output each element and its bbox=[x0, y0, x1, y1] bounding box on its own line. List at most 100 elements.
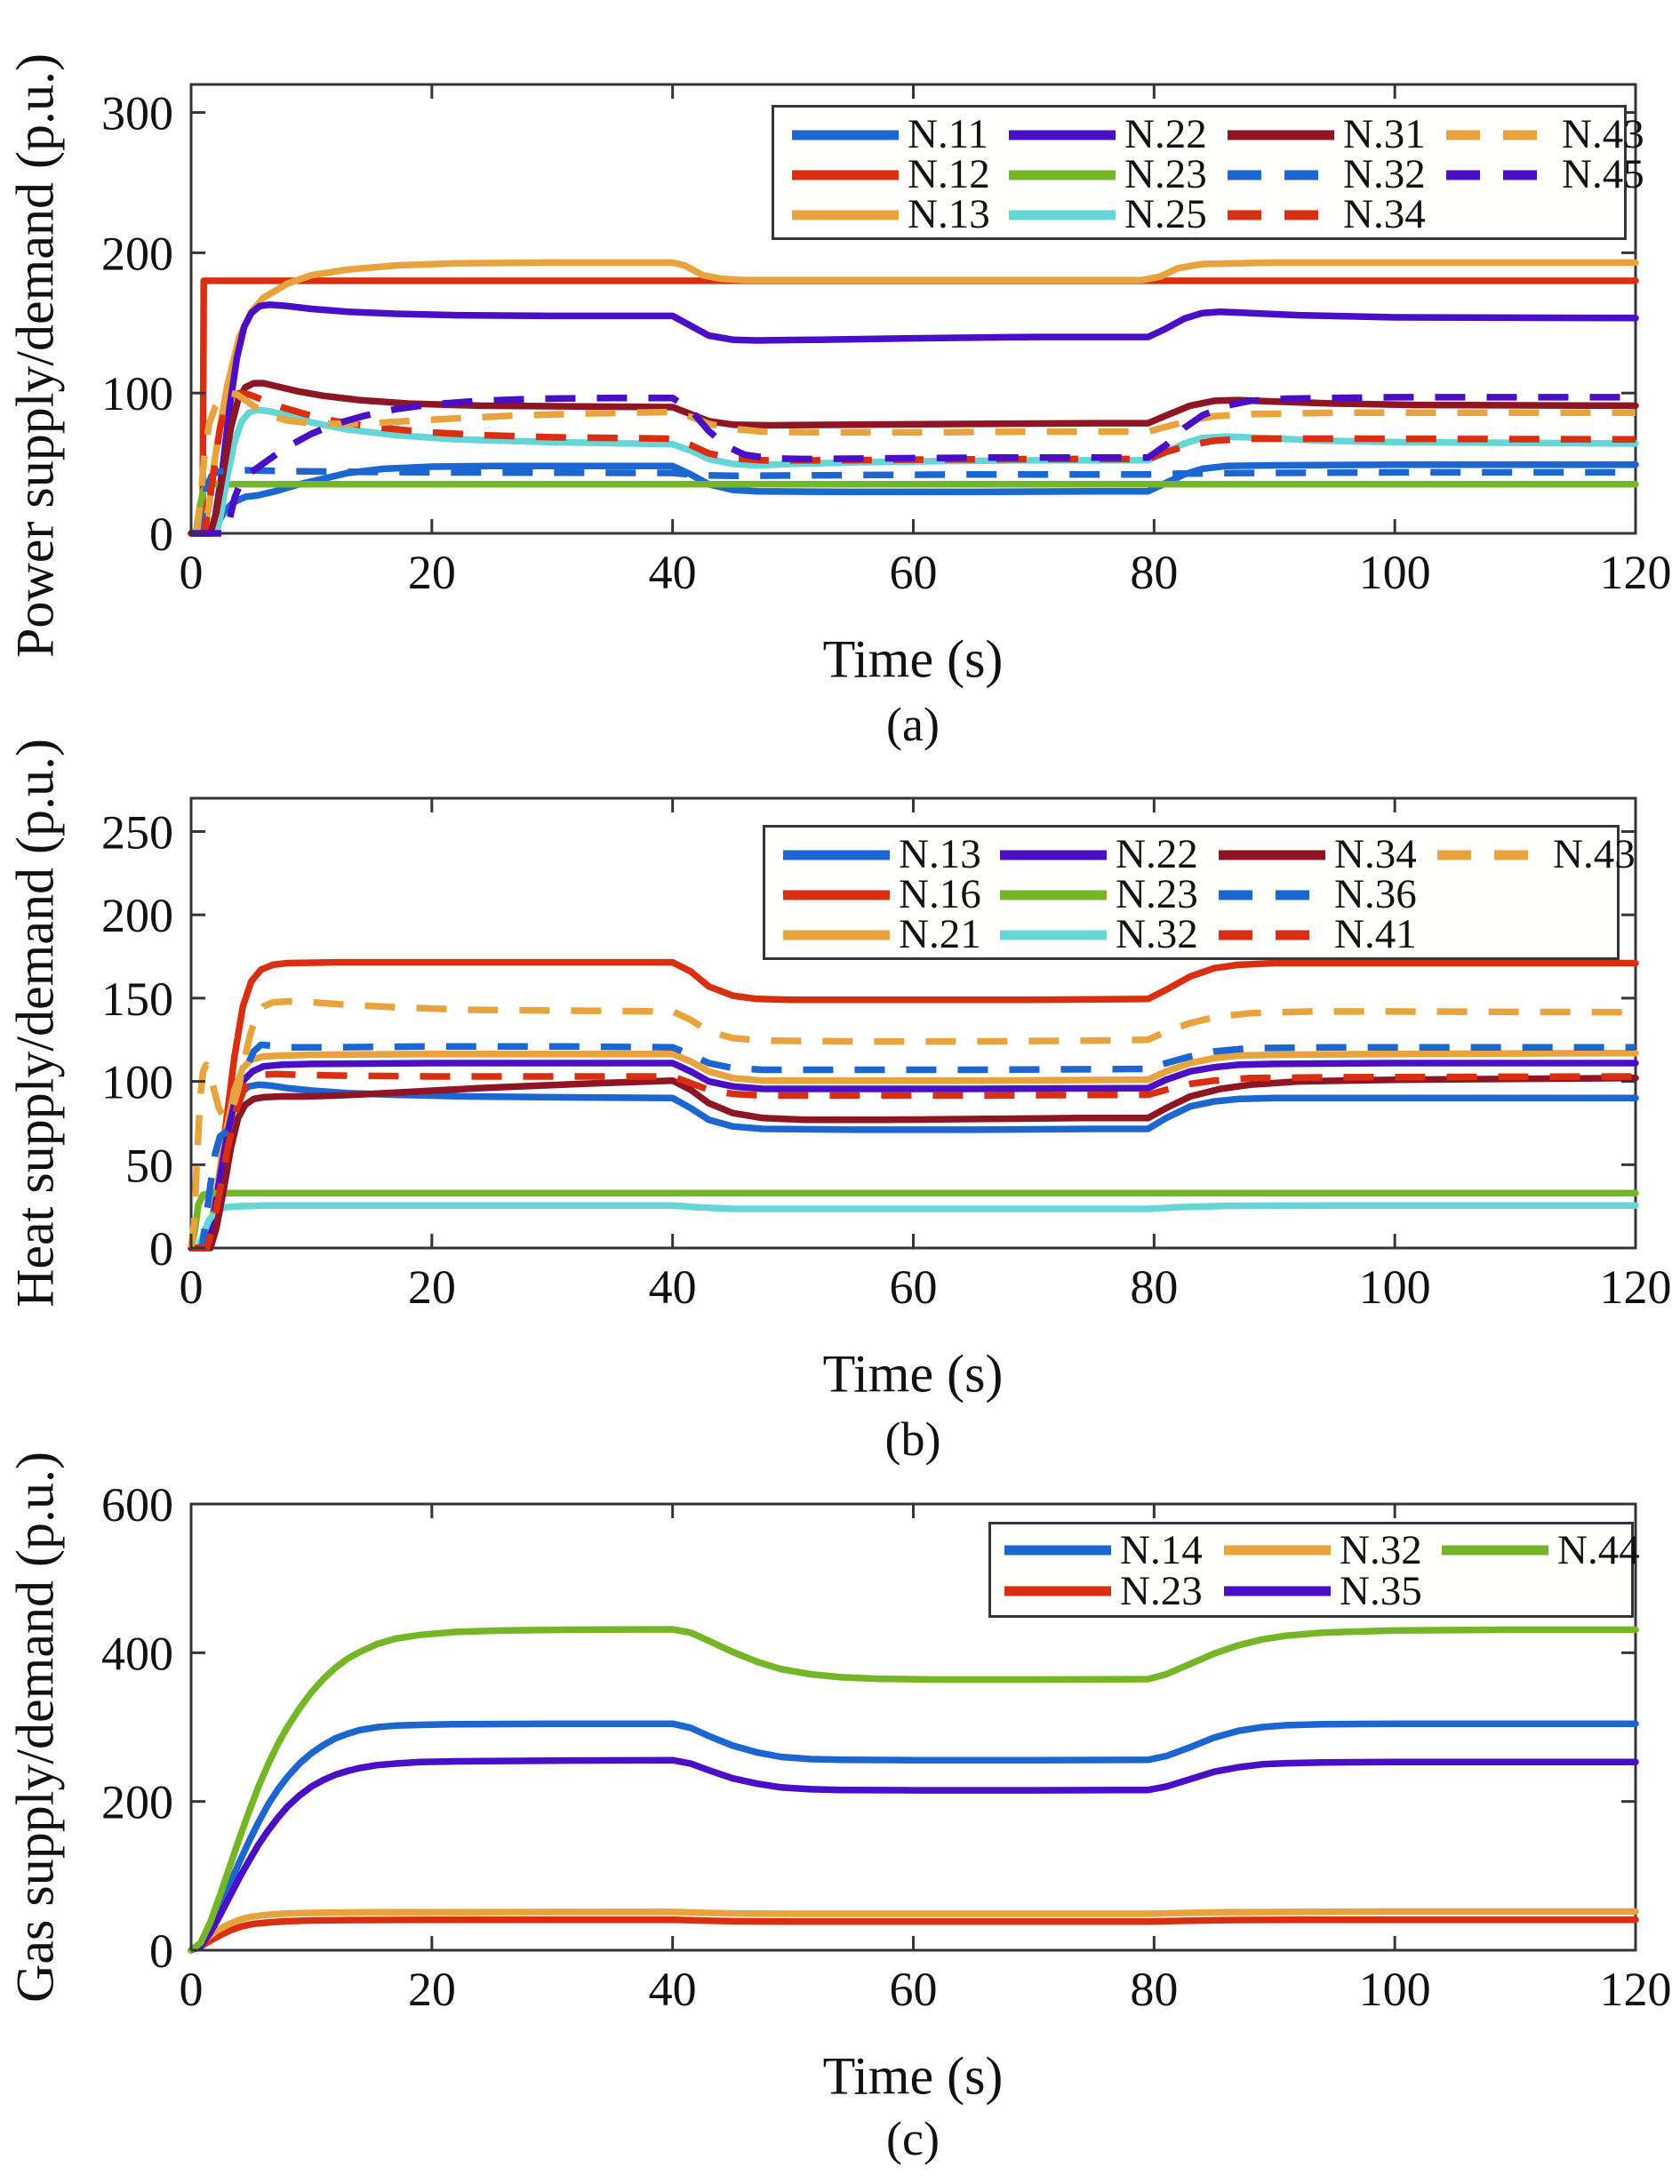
legend-entry-N.32: N.32 bbox=[1224, 1529, 1422, 1571]
x-tick-label: 40 bbox=[649, 546, 697, 599]
y-tick-label: 150 bbox=[101, 972, 173, 1026]
legend-swatch-N.43 bbox=[1446, 130, 1553, 140]
legend-swatch-N.43 bbox=[1437, 850, 1544, 860]
legend-entry-N.23: N.23 bbox=[1009, 151, 1207, 197]
legend-label-N.36: N.36 bbox=[1334, 871, 1417, 917]
series-line-a-N.22 bbox=[188, 301, 1639, 537]
x-axis-label-b: Time (s) bbox=[822, 1344, 1004, 1404]
x-tick-label: 80 bbox=[1130, 546, 1178, 599]
legend-entry-N.25: N.25 bbox=[1009, 191, 1207, 237]
y-axis-label-heat: Heat supply/demand (p.u.) bbox=[5, 739, 65, 1308]
legend-label-N.41: N.41 bbox=[1334, 911, 1417, 957]
legend-entry-N.23: N.23 bbox=[1000, 871, 1198, 917]
legend-swatch-N.36 bbox=[1219, 890, 1325, 900]
y-tick-label: 0 bbox=[149, 508, 173, 561]
y-tick-label: 400 bbox=[101, 1627, 173, 1680]
legend-entry-N.12: N.12 bbox=[792, 151, 990, 197]
legend-entry-N.34: N.34 bbox=[1219, 834, 1417, 876]
x-tick-label: 100 bbox=[1359, 546, 1431, 599]
legend-entry-N.43: N.43 bbox=[1437, 834, 1636, 876]
legend-label-N.25: N.25 bbox=[1124, 191, 1207, 237]
legend-label-N.43: N.43 bbox=[1562, 111, 1644, 157]
legend-entry-N.21: N.21 bbox=[783, 911, 981, 957]
series-line-b-N.34 bbox=[188, 1075, 1639, 1252]
caption-c: (c) bbox=[886, 2112, 940, 2165]
legend-swatch-N.21 bbox=[783, 930, 890, 940]
legend-swatch-N.31 bbox=[1228, 130, 1334, 140]
legend-entry-N.16: N.16 bbox=[783, 871, 981, 917]
series-line-c-N.35 bbox=[188, 1756, 1639, 1954]
legend-swatch-N.23 bbox=[1009, 170, 1116, 180]
series-line-c-N.44 bbox=[188, 1626, 1639, 1954]
series-line-a-N.34 bbox=[191, 389, 1636, 537]
series-line-b-N.22 bbox=[188, 1060, 1639, 1252]
y-tick-label: 50 bbox=[125, 1139, 173, 1192]
x-axis-label-a: Time (s) bbox=[822, 629, 1004, 689]
y-tick-label: 200 bbox=[101, 227, 173, 280]
legend-entry-N.34: N.34 bbox=[1228, 191, 1426, 237]
series-line-c-N.32 bbox=[188, 1908, 1639, 1954]
y-axis-label-gas: Gas supply/demand (p.u.) bbox=[5, 1452, 65, 2003]
legend-label-N.23: N.23 bbox=[1124, 151, 1207, 197]
legend-entry-N.14: N.14 bbox=[1004, 1529, 1203, 1571]
caption-b: (b) bbox=[884, 1412, 941, 1466]
legend-swatch-N.14 bbox=[1004, 1545, 1111, 1556]
legend-entry-N.31: N.31 bbox=[1228, 111, 1426, 157]
legend-swatch-N.32 bbox=[1228, 170, 1334, 180]
x-tick-label: 80 bbox=[1130, 1260, 1178, 1314]
legend-entry-N.36: N.36 bbox=[1219, 871, 1417, 917]
legend-entry-N.13: N.13 bbox=[792, 194, 990, 236]
legend-label-N.34: N.34 bbox=[1343, 191, 1426, 237]
y-tick-label: 0 bbox=[149, 1222, 173, 1276]
series-line-b-N.43 bbox=[188, 997, 1636, 1249]
legend-swatch-N.16 bbox=[783, 890, 890, 900]
legend-label-N.23: N.23 bbox=[1116, 871, 1198, 917]
x-tick-label: 100 bbox=[1359, 1963, 1431, 2016]
x-tick-label: 40 bbox=[649, 1260, 697, 1314]
legend-label-N.13: N.13 bbox=[899, 831, 981, 877]
legend-swatch-N.12 bbox=[792, 170, 899, 180]
legend-label-N.32: N.32 bbox=[1116, 911, 1198, 957]
legend-label-N.35: N.35 bbox=[1340, 1567, 1422, 1614]
x-tick-label: 20 bbox=[408, 546, 456, 599]
series-line-c-N.14 bbox=[188, 1720, 1639, 1954]
legend-b: N.13 N.16 N.21 N.22 N.23 N.32 N.34 N.36 N.41 N.43 bbox=[763, 825, 1636, 960]
legend-label-N.23: N.23 bbox=[1120, 1567, 1203, 1614]
legend-label-N.31: N.31 bbox=[1343, 111, 1426, 157]
x-tick-label: 60 bbox=[890, 1963, 938, 2016]
y-tick-label: 250 bbox=[101, 805, 173, 859]
legend-label-N.12: N.12 bbox=[908, 151, 990, 197]
series-line-a-N.45 bbox=[191, 394, 1636, 537]
legend-swatch-N.45 bbox=[1446, 170, 1553, 180]
series-line-a-N.13 bbox=[188, 259, 1639, 537]
legend-label-N.22: N.22 bbox=[1116, 831, 1198, 877]
y-tick-label: 0 bbox=[149, 1924, 173, 1978]
series-line-a-N.25 bbox=[188, 406, 1639, 537]
x-tick-label: 0 bbox=[180, 1963, 204, 2016]
legend-swatch-N.35 bbox=[1224, 1586, 1331, 1596]
series-line-c-N.23 bbox=[188, 1916, 1639, 1954]
series-group-a bbox=[188, 259, 1639, 537]
legend-label-N.45: N.45 bbox=[1562, 151, 1644, 197]
legend-label-N.16: N.16 bbox=[899, 871, 981, 917]
x-axis-label-c: Time (s) bbox=[822, 2046, 1004, 2106]
legend-swatch-N.32 bbox=[1224, 1545, 1331, 1556]
legend-swatch-N.13 bbox=[792, 210, 899, 220]
legend-label-N.21: N.21 bbox=[899, 911, 981, 957]
x-tick-label: 0 bbox=[180, 546, 204, 599]
legend-swatch-N.13 bbox=[783, 850, 890, 860]
legend-swatch-N.34 bbox=[1219, 850, 1325, 860]
legend-label-N.11: N.11 bbox=[908, 111, 988, 157]
series-line-a-N.32 bbox=[191, 467, 1636, 537]
legend-swatch-N.11 bbox=[792, 130, 899, 140]
x-tick-label: 100 bbox=[1359, 1260, 1431, 1314]
legend-entry-N.43: N.43 bbox=[1446, 111, 1644, 157]
series-group-c bbox=[188, 1626, 1639, 1954]
legend-swatch-N.34 bbox=[1228, 210, 1334, 220]
x-tick-label: 0 bbox=[180, 1260, 204, 1314]
legend-entry-N.32: N.32 bbox=[1228, 154, 1426, 196]
series-group-b bbox=[188, 958, 1639, 1252]
x-tick-label: 80 bbox=[1130, 1963, 1178, 2016]
legend-swatch-N.22 bbox=[1000, 850, 1107, 860]
